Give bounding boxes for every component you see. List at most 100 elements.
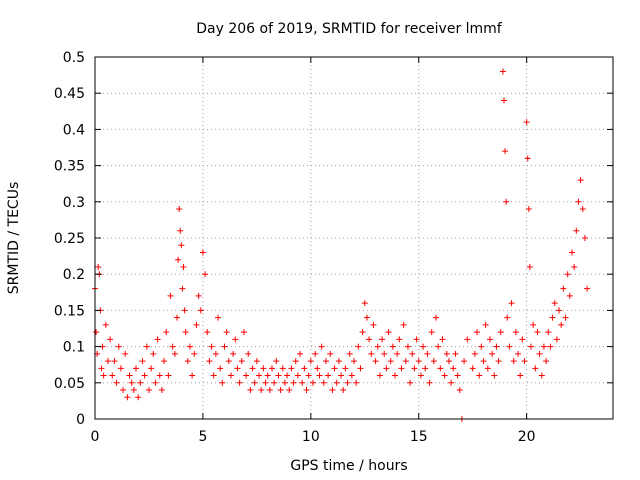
data-point (195, 292, 202, 299)
data-point (534, 329, 541, 336)
data-point (359, 329, 366, 336)
data-point (309, 379, 316, 386)
data-point (177, 227, 184, 234)
data-point (368, 350, 375, 357)
data-point (454, 372, 461, 379)
data-point (491, 372, 498, 379)
data-point (385, 329, 392, 336)
data-point (428, 329, 435, 336)
x-tick-label: 10 (302, 429, 320, 445)
data-point (193, 321, 200, 328)
y-tick-label: 0.2 (63, 267, 85, 283)
data-point (361, 300, 368, 307)
data-point (499, 68, 506, 75)
data-point (268, 365, 275, 372)
data-point (480, 358, 487, 365)
data-point (305, 372, 312, 379)
data-point (536, 350, 543, 357)
data-point (262, 379, 269, 386)
data-point (124, 394, 131, 401)
y-tick-label: 0 (76, 412, 85, 428)
data-point (135, 394, 142, 401)
data-point (316, 372, 323, 379)
data-point (93, 329, 100, 336)
data-point (478, 343, 485, 350)
data-point (266, 387, 273, 394)
data-point (407, 379, 414, 386)
data-point (433, 314, 440, 321)
data-point (204, 329, 211, 336)
data-point (210, 372, 217, 379)
data-point (415, 358, 422, 365)
data-point (508, 300, 515, 307)
data-point (143, 343, 150, 350)
data-point (389, 343, 396, 350)
data-point (553, 336, 560, 343)
data-point (156, 372, 163, 379)
data-point (355, 343, 362, 350)
data-point (372, 358, 379, 365)
data-point (208, 343, 215, 350)
data-point (346, 350, 353, 357)
x-tick-label: 0 (91, 429, 100, 445)
data-point (139, 358, 146, 365)
data-point (189, 372, 196, 379)
data-point (344, 379, 351, 386)
data-point (497, 329, 504, 336)
data-point (290, 379, 297, 386)
data-point (560, 285, 567, 292)
data-point (297, 350, 304, 357)
data-point (100, 372, 107, 379)
data-point (392, 372, 399, 379)
data-point (584, 285, 591, 292)
data-point (104, 358, 111, 365)
data-point (258, 387, 265, 394)
data-point (294, 372, 301, 379)
data-point (314, 365, 321, 372)
data-point (579, 206, 586, 213)
data-point (212, 350, 219, 357)
data-point (219, 379, 226, 386)
data-point (234, 365, 241, 372)
y-tick-label: 0.4 (63, 122, 85, 138)
data-point (115, 343, 122, 350)
data-point (527, 343, 534, 350)
data-point (122, 350, 129, 357)
data-point (180, 263, 187, 270)
data-point (95, 263, 102, 270)
data-point (556, 307, 563, 314)
data-point (288, 365, 295, 372)
data-point (471, 350, 478, 357)
data-point (158, 387, 165, 394)
data-point (251, 379, 258, 386)
data-point (318, 343, 325, 350)
data-point (322, 358, 329, 365)
data-point (184, 358, 191, 365)
data-point (240, 329, 247, 336)
data-point (145, 387, 152, 394)
data-point (331, 365, 338, 372)
data-point (202, 271, 209, 278)
data-point (130, 387, 137, 394)
data-point (484, 365, 491, 372)
data-point (417, 372, 424, 379)
grid-lines (95, 57, 613, 419)
data-point (545, 329, 552, 336)
data-point (342, 365, 349, 372)
data-point (167, 292, 174, 299)
data-point (141, 372, 148, 379)
data-point (439, 336, 446, 343)
data-point (476, 372, 483, 379)
data-point (102, 321, 109, 328)
data-point (249, 365, 256, 372)
data-point (549, 314, 556, 321)
x-tick-label: 5 (198, 429, 207, 445)
data-point (387, 358, 394, 365)
data-point (461, 358, 468, 365)
data-point (232, 336, 239, 343)
data-point (301, 365, 308, 372)
data-point (413, 336, 420, 343)
data-point (264, 372, 271, 379)
data-point (495, 358, 502, 365)
